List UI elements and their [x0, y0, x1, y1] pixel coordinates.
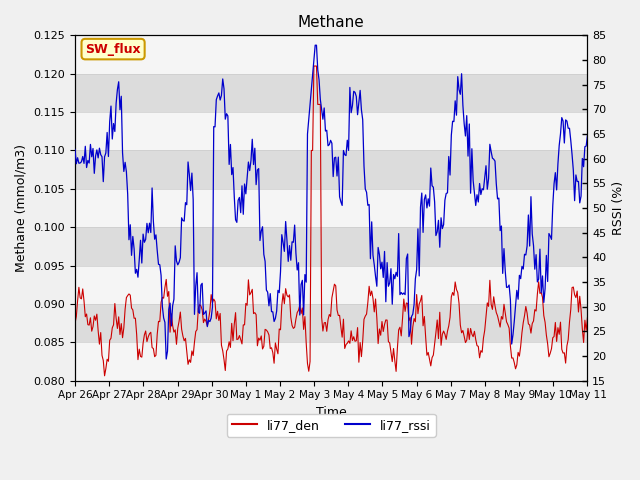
Bar [75, 342, 588, 381]
Bar [75, 74, 588, 112]
Bar [75, 112, 588, 150]
Text: SW_flux: SW_flux [85, 43, 141, 56]
Y-axis label: Methane (mmol/m3): Methane (mmol/m3) [15, 144, 28, 272]
Bar [75, 36, 588, 74]
Bar [75, 150, 588, 189]
X-axis label: Time: Time [316, 406, 347, 419]
Bar [75, 265, 588, 304]
Bar [75, 189, 588, 227]
Title: Methane: Methane [298, 15, 365, 30]
Y-axis label: RSSI (%): RSSI (%) [612, 181, 625, 235]
Bar [75, 227, 588, 265]
Bar [75, 304, 588, 342]
Legend: li77_den, li77_rssi: li77_den, li77_rssi [227, 414, 436, 437]
